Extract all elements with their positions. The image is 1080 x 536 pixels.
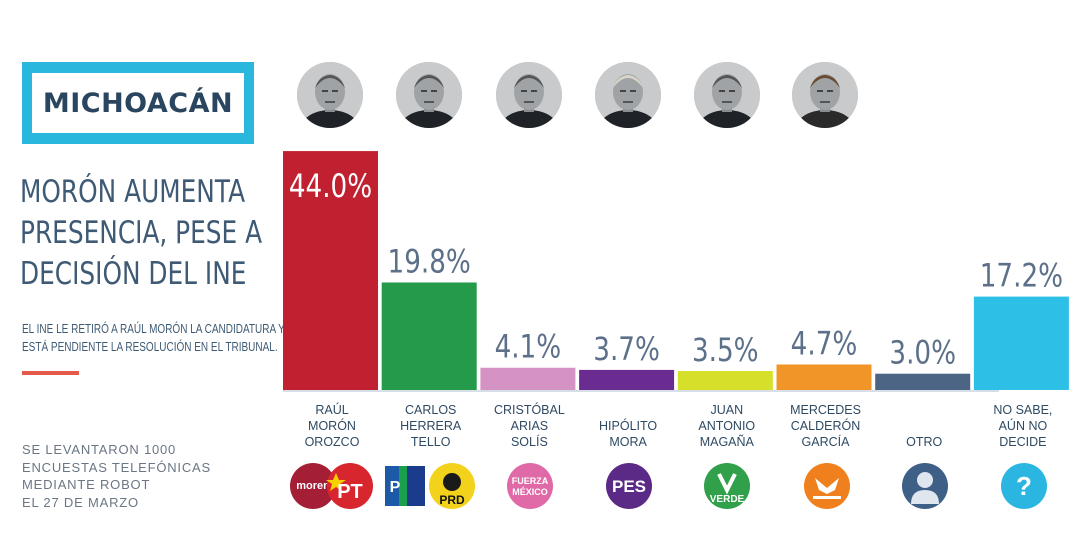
svg-text:PES: PES	[612, 477, 646, 496]
name-line: HIPÓLITO	[599, 419, 658, 433]
svg-text:FUERZA: FUERZA	[512, 476, 549, 486]
name-line: AÚN NO	[998, 419, 1048, 433]
value-label-magana: 3.5%	[692, 331, 759, 368]
svg-text:MÉXICO: MÉXICO	[512, 487, 548, 497]
name-line: OROZCO	[304, 435, 360, 449]
name-line: HERRERA	[400, 419, 462, 433]
methodology-note: SE LEVANTARON 1000 ENCUESTAS TELEFÓNICAS…	[22, 441, 211, 511]
bar-herrera	[381, 282, 477, 390]
value-label-arias: 4.1%	[495, 328, 562, 365]
name-line: RAÚL	[315, 403, 349, 417]
bar-calderon	[776, 364, 872, 390]
svg-text:VERDE: VERDE	[710, 494, 745, 505]
candidate-photo-magana	[694, 62, 760, 128]
name-line: JUAN	[710, 403, 744, 417]
value-label-calderon: 4.7%	[791, 325, 858, 362]
headline: MORÓN AUMENTA PRESENCIA, PESE A DECISIÓN…	[20, 172, 263, 295]
state-frame: MICHOACÁN	[22, 62, 254, 144]
name-line: CARLOS	[404, 403, 457, 417]
svg-text:?: ?	[1016, 471, 1032, 501]
pt-logo: PT	[326, 462, 374, 515]
candidate-name-herrera: CARLOS HERRERA TELLO	[382, 402, 480, 450]
value-label-no-sabe: 17.2%	[980, 257, 1063, 294]
state-label: MICHOACÁN	[42, 87, 234, 119]
bar-magana	[677, 370, 773, 390]
candidate-photo-moron	[297, 62, 363, 128]
value-label-mora: 3.7%	[593, 330, 660, 367]
name-line: NO SABE,	[993, 403, 1053, 417]
pes-logo: PES	[605, 462, 653, 515]
candidate-photo-herrera	[396, 62, 462, 128]
headline-line: DECISIÓN DEL INE	[20, 256, 247, 292]
pan-pri-logo: P	[385, 462, 433, 515]
note-line: MEDIANTE ROBOT	[22, 477, 151, 492]
subtext-line: EL INE LE RETIRÓ A RAÚL MORÓN LA CANDIDA…	[22, 322, 285, 336]
bar-moron	[283, 151, 378, 390]
candidate-name-arias: CRISTÓBAL ARIAS SOLÍS	[480, 402, 578, 450]
note-line: EL 27 DE MARZO	[22, 494, 139, 510]
candidate-name-mora: HIPÓLITO MORA	[579, 418, 677, 450]
chart-baseline	[283, 390, 999, 392]
candidate-name-moron: RAÚL MORÓN OROZCO	[283, 402, 381, 450]
value-label-otro: 3.0%	[889, 334, 956, 371]
name-line: MERCEDES	[790, 403, 861, 417]
morena-logo: moren	[289, 462, 337, 515]
svg-text:moren: moren	[296, 480, 330, 492]
bar-mora	[579, 369, 675, 390]
note-line: ENCUESTAS TELEFÓNICAS	[22, 459, 211, 475]
name-line: TELLO	[410, 435, 451, 449]
svg-text:P: P	[390, 479, 401, 496]
svg-text:PT: PT	[337, 481, 363, 503]
candidate-name-calderon: MERCEDES CALDERÓN GARCÍA	[777, 402, 875, 450]
name-line: MORÓN	[308, 419, 356, 433]
name-line: CRISTÓBAL	[493, 403, 565, 417]
person-silhouette-icon	[901, 462, 949, 515]
fuerza-mexico-logo: FUERZA MÉXICO	[506, 462, 554, 515]
name-line: GARCÍA	[801, 435, 850, 449]
state-label-box: MICHOACÁN	[32, 73, 244, 133]
candidate-name-otro: OTRO	[875, 434, 973, 450]
prd-logo: PRD	[428, 462, 476, 515]
verde-logo: VERDE	[703, 462, 751, 515]
candidate-name-no-sabe: NO SABE, AÚN NO DECIDE	[974, 402, 1072, 450]
note-line: SE LEVANTARON 1000	[22, 442, 177, 457]
accent-divider	[22, 371, 79, 375]
candidate-name-magana: JUAN ANTONIO MAGAÑA	[678, 402, 776, 450]
candidate-photo-calderon	[792, 62, 858, 128]
movimiento-ciudadano-logo	[803, 462, 851, 515]
name-line: DECIDE	[999, 435, 1047, 449]
subtext-line: ESTÁ PENDIENTE LA RESOLUCIÓN EN EL TRIBU…	[22, 340, 278, 354]
name-line: MORA	[609, 435, 647, 449]
question-icon: ?	[1000, 462, 1048, 515]
candidate-photo-mora	[595, 62, 661, 128]
name-line: CALDERÓN	[790, 419, 861, 433]
name-line: OTRO	[906, 435, 943, 449]
bar-no-sabe	[973, 296, 1069, 390]
value-label-herrera: 19.8%	[388, 243, 471, 280]
name-line: SOLÍS	[510, 435, 548, 449]
bar-otro	[875, 373, 971, 390]
name-line: ARIAS	[510, 419, 549, 433]
name-line: ANTONIO	[698, 419, 756, 433]
candidate-photo-arias	[496, 62, 562, 128]
name-line: MAGAÑA	[699, 435, 754, 449]
headline-line: PRESENCIA, PESE A	[20, 215, 263, 251]
bar-arias	[480, 367, 576, 390]
value-label-moron: 44.0%	[289, 168, 372, 205]
subtext: EL INE LE RETIRÓ A RAÚL MORÓN LA CANDIDA…	[22, 320, 286, 356]
headline-line: MORÓN AUMENTA	[20, 174, 246, 210]
svg-text:PRD: PRD	[439, 493, 465, 507]
